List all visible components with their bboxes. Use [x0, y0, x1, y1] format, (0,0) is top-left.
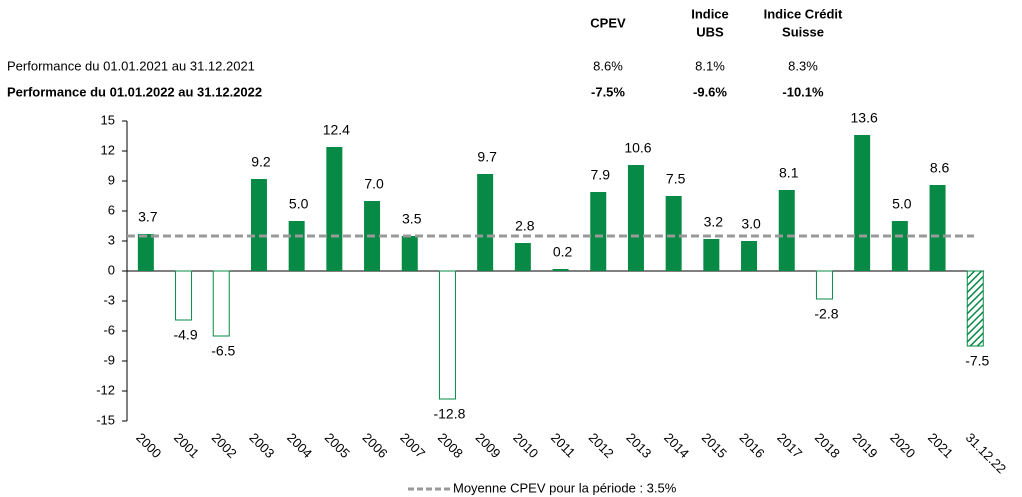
- bar: [212, 270, 230, 337]
- x-tick-label: 2019: [850, 430, 881, 461]
- value-label: 8.6: [930, 160, 950, 176]
- bar: [552, 269, 569, 271]
- cell: 8.6%: [593, 58, 623, 73]
- bar: [665, 196, 682, 271]
- bar: [401, 236, 418, 271]
- value-label: 12.4: [323, 122, 350, 138]
- value-label: 2.8: [515, 218, 535, 234]
- bar: [175, 270, 193, 321]
- x-tick-label: 2015: [699, 430, 730, 461]
- y-tick-label: 0: [108, 262, 115, 277]
- y-tick-label: 3: [108, 232, 115, 247]
- value-label: -12.8: [433, 406, 465, 422]
- value-label: 8.1: [779, 165, 799, 181]
- y-tick-label: 6: [108, 202, 115, 217]
- cell: 8.1%: [695, 58, 725, 73]
- x-tick-label: 2004: [284, 430, 315, 461]
- bar: [627, 165, 644, 271]
- value-label: 9.2: [251, 154, 271, 170]
- bar: [929, 185, 946, 271]
- bar: [966, 270, 984, 347]
- value-label: 9.7: [477, 149, 497, 165]
- value-label: 7.5: [666, 171, 686, 187]
- value-label: 3.5: [402, 211, 422, 227]
- x-tick-label: 31.12.22: [963, 430, 1009, 476]
- value-label: 0.2: [553, 244, 573, 260]
- value-label: 3.2: [704, 214, 724, 230]
- y-tick-label: -6: [103, 322, 115, 337]
- cell: -7.5%: [591, 84, 625, 99]
- value-label: -7.5: [965, 353, 989, 369]
- x-tick-label: 2018: [812, 430, 843, 461]
- x-tick-label: 2005: [322, 430, 353, 461]
- y-tick-label: -3: [103, 292, 115, 307]
- x-tick-label: 2010: [510, 430, 541, 461]
- x-tick-label: 2016: [736, 430, 767, 461]
- y-tick-label: -9: [103, 352, 115, 367]
- value-label: 7.0: [364, 176, 384, 192]
- column-header: UBS: [696, 24, 724, 39]
- cell: -9.6%: [693, 84, 727, 99]
- legend-label: Moyenne CPEV pour la période : 3.5%: [453, 480, 677, 495]
- row-label: Performance du 01.01.2022 au 31.12.2022: [7, 84, 262, 99]
- x-tick-label: 2008: [435, 430, 466, 461]
- x-tick-label: 2012: [586, 430, 617, 461]
- bar: [438, 270, 456, 400]
- value-label: 5.0: [289, 196, 309, 212]
- x-tick-label: 2020: [887, 430, 918, 461]
- bar: [778, 190, 795, 271]
- y-tick-label: -15: [96, 412, 115, 427]
- value-label: -4.9: [173, 327, 197, 343]
- bar: [703, 239, 720, 271]
- bar: [250, 179, 267, 271]
- x-tick-label: 2001: [171, 430, 202, 461]
- row-label: Performance du 01.01.2021 au 31.12.2021: [7, 58, 255, 73]
- x-tick-label: 2014: [661, 430, 692, 461]
- x-tick-label: 2006: [359, 430, 390, 461]
- x-tick-label: 2009: [473, 430, 504, 461]
- y-tick-label: 15: [101, 112, 115, 127]
- column-header: CPEV: [590, 15, 626, 30]
- value-label: -6.5: [211, 343, 235, 359]
- x-tick-label: 2017: [774, 430, 805, 461]
- bar: [741, 241, 758, 271]
- bar: [288, 221, 305, 271]
- value-label: 13.6: [851, 110, 878, 126]
- x-tick-label: 2000: [133, 430, 164, 461]
- bar: [590, 192, 607, 271]
- bar: [326, 147, 343, 271]
- y-tick-label: 12: [101, 142, 115, 157]
- bar: [891, 221, 908, 271]
- value-label: 3.7: [138, 209, 158, 225]
- x-tick-label: 2021: [925, 430, 956, 461]
- bar: [514, 243, 531, 271]
- x-tick-label: 2003: [246, 430, 277, 461]
- cell: 8.3%: [788, 58, 818, 73]
- bar: [815, 270, 833, 300]
- cell: -10.1%: [782, 84, 824, 99]
- column-header: Indice: [691, 6, 729, 21]
- bar: [477, 174, 494, 271]
- column-header: Indice Crédit: [764, 6, 843, 21]
- value-label: 3.0: [741, 216, 761, 232]
- y-tick-label: 9: [108, 172, 115, 187]
- bar: [137, 234, 154, 271]
- value-label: 7.9: [591, 167, 611, 183]
- x-tick-label: 2013: [623, 430, 654, 461]
- value-label: -2.8: [814, 306, 838, 322]
- bar: [854, 135, 871, 271]
- x-tick-label: 2002: [209, 430, 240, 461]
- column-header: Suisse: [782, 24, 824, 39]
- x-tick-label: 2011: [548, 430, 578, 460]
- y-tick-label: -12: [96, 382, 115, 397]
- value-label: 10.6: [624, 140, 651, 156]
- value-label: 5.0: [892, 196, 912, 212]
- x-tick-label: 2007: [397, 430, 428, 461]
